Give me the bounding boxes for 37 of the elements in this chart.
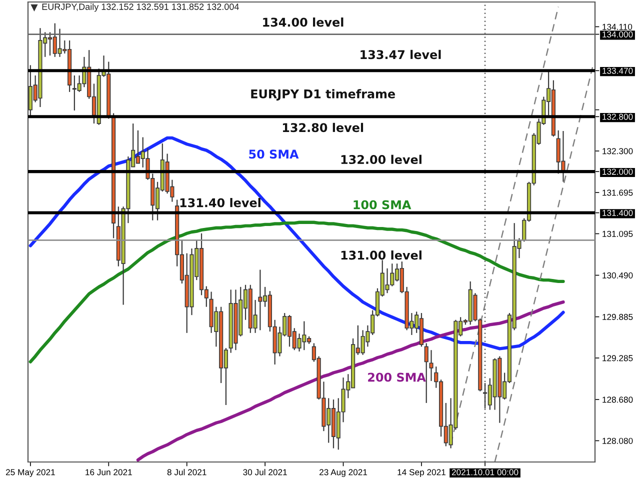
y-tick-label: 128.680	[602, 396, 633, 403]
y-tick-label: 132.300	[602, 148, 633, 154]
series-label: 100 SMA	[354, 200, 412, 210]
ref-line-label: 131.40 level	[180, 198, 260, 208]
ref-line-label: 132.80 level	[282, 122, 364, 132]
y-tick-label: 130.490	[602, 272, 633, 278]
x-tick-label: 16 Jun 2021	[86, 469, 132, 476]
x-tick-label: 14 Sep 2021	[398, 469, 446, 477]
y-tick-label: 134.000	[602, 31, 633, 38]
line-series	[28, 220, 565, 364]
x-tick-label: 2021.10.01 00:00	[452, 469, 518, 476]
series-label: 50 SMA	[249, 150, 299, 159]
y-tick-label: 129.885	[602, 314, 633, 320]
x-tick-label: 25 May 2021	[6, 469, 55, 477]
x-tick-label: 23 Aug 2021	[320, 469, 368, 477]
y-tick-label: 134.110	[602, 24, 632, 30]
ref-line-label: 131.00 level	[341, 250, 422, 260]
y-tick-label: 131.095	[602, 230, 633, 237]
candlestick	[424, 342, 428, 404]
ref-line-label: 134.00 level	[263, 17, 344, 27]
y-tick-label: 131.695	[602, 190, 633, 196]
candlestick	[429, 350, 434, 382]
ref-line-label: 132.00 level	[341, 154, 422, 164]
y-tick-label: 131.400	[602, 210, 633, 216]
y-tick-label: 133.470	[602, 68, 633, 74]
ref-line-label: 133.47 level	[360, 50, 441, 60]
x-tick-label: 30 Jul 2021	[243, 468, 287, 476]
line-series	[136, 300, 565, 462]
line-series	[494, 66, 594, 462]
y-tick-label: 132.000	[602, 168, 633, 175]
text: EURJPY D1 timeframe	[251, 89, 396, 101]
x-tick-label: 8 Jul 2021	[167, 468, 206, 476]
chart-title: EURJPY,Daily 132.152 132.591 131.852 132.004	[42, 3, 239, 12]
y-tick-label: 132.800	[602, 114, 633, 120]
series-label: 200 SMA	[368, 372, 426, 382]
y-tick-label: 129.285	[602, 355, 633, 362]
y-tick-label: 128.080	[602, 438, 633, 444]
